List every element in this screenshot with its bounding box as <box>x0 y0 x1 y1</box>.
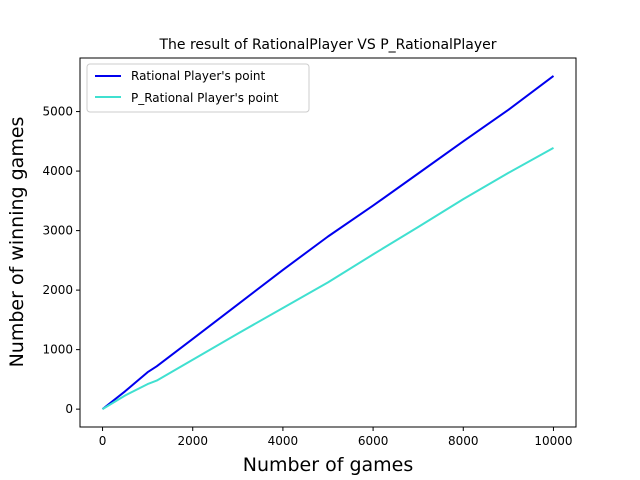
x-tick-label: 2000 <box>177 434 208 448</box>
y-tick-label: 3000 <box>42 224 73 238</box>
legend-label-rational: Rational Player's point <box>131 69 266 83</box>
legend: Rational Player's point P_Rational Playe… <box>86 63 310 113</box>
y-tick-label: 0 <box>65 402 73 416</box>
x-tick-label: 4000 <box>268 434 299 448</box>
legend-label-p-rational: P_Rational Player's point <box>131 91 279 105</box>
y-tick-label: 4000 <box>42 164 73 178</box>
series-line-1 <box>101 147 554 410</box>
x-axis-ticks: 0 2000 4000 6000 8000 10000 <box>99 427 573 448</box>
chart-title: The result of RationalPlayer VS P_Ration… <box>159 37 497 53</box>
x-tick-label: 10000 <box>534 434 572 448</box>
plot-frame <box>79 57 577 428</box>
y-axis-ticks: 0 1000 2000 3000 4000 5000 <box>42 105 80 416</box>
y-tick-label: 5000 <box>42 105 73 119</box>
legend-box <box>86 63 310 113</box>
y-tick-label: 1000 <box>42 343 73 357</box>
series-lines <box>101 75 555 410</box>
y-axis-label: Number of winning games <box>6 117 28 368</box>
y-tick-label: 2000 <box>42 283 73 297</box>
x-tick-label: 6000 <box>358 434 389 448</box>
x-tick-label: 0 <box>99 434 107 448</box>
series-line-0 <box>101 75 555 410</box>
x-tick-label: 8000 <box>448 434 479 448</box>
x-axis-label: Number of games <box>243 454 414 476</box>
